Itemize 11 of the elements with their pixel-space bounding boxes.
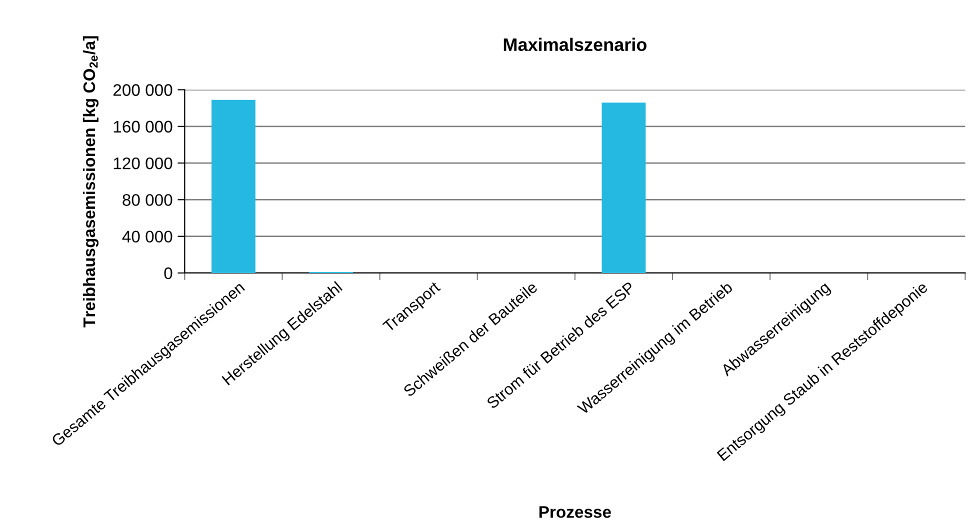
- y-axis-title: Treibhausgasemissionen [kg CO$_{2e}$/a]: [82, 36, 99, 328]
- bar: [602, 102, 646, 273]
- y-tick-label: 160 000: [114, 120, 172, 133]
- bar: [212, 100, 256, 273]
- chart-title: Maximalszenario: [504, 38, 646, 52]
- y-tick-label: 80 000: [122, 194, 172, 206]
- y-tick-label: 200 000: [113, 84, 172, 96]
- y-tick-label: 120 000: [114, 157, 172, 170]
- x-axis-title: Prozesse: [539, 506, 611, 518]
- y-tick-label: 40 000: [122, 230, 172, 243]
- y-tick-label: 0: [164, 267, 172, 280]
